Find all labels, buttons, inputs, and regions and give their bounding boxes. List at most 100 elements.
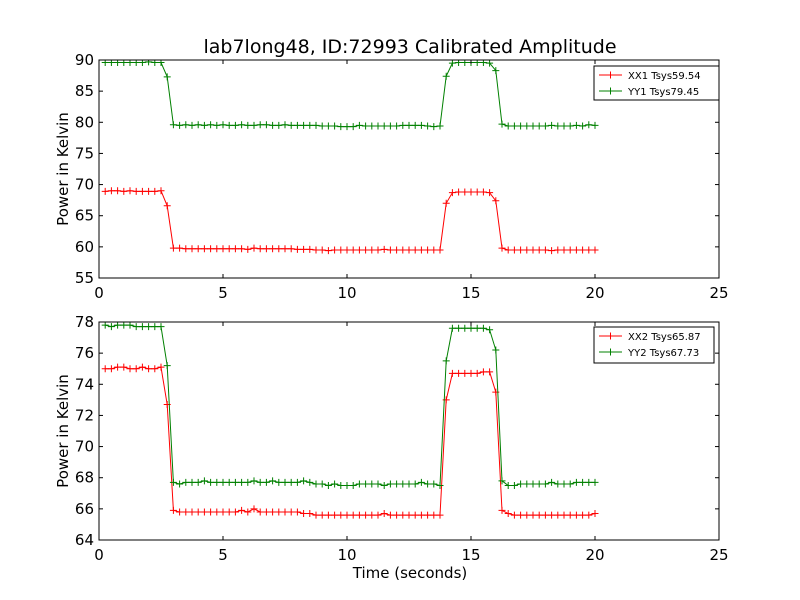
legend: XX2 Tsys65.87 YY2 Tsys67.73: [593, 326, 715, 364]
data-point-marker: [132, 365, 140, 373]
data-point-marker: [306, 478, 314, 486]
data-point-marker: [337, 123, 345, 131]
data-point-marker: [169, 506, 177, 514]
data-point-marker: [380, 510, 388, 518]
data-point-marker: [281, 245, 289, 253]
data-point-marker: [225, 245, 233, 253]
data-point-marker: [138, 187, 146, 195]
legend-swatch-marker: [607, 332, 614, 340]
data-point-marker: [566, 480, 574, 488]
data-point-marker: [349, 123, 357, 131]
data-point-marker: [579, 511, 587, 519]
data-point-marker: [107, 187, 115, 195]
data-point-marker: [176, 480, 184, 488]
data-point-marker: [498, 477, 506, 485]
data-point-marker: [126, 187, 134, 195]
y-tick-label: 60: [75, 238, 94, 256]
data-point-marker: [107, 323, 115, 331]
data-point-marker: [114, 187, 122, 195]
data-point-marker: [244, 121, 252, 129]
x-tick-label: 5: [218, 546, 228, 564]
data-point-marker: [281, 121, 289, 129]
data-point-marker: [324, 122, 332, 130]
data-point-marker: [523, 480, 531, 488]
data-point-marker: [455, 324, 463, 332]
y-tick-label: 75: [75, 144, 94, 162]
y-tick-label: 64: [75, 531, 94, 549]
data-point-marker: [430, 123, 438, 131]
data-point-marker: [554, 480, 562, 488]
data-point-marker: [182, 245, 190, 253]
y-tick-label: 85: [75, 82, 94, 100]
data-point-marker: [486, 326, 494, 334]
data-point-marker: [424, 511, 432, 519]
data-point-marker: [535, 480, 543, 488]
data-point-marker: [244, 508, 252, 516]
data-point-marker: [368, 511, 376, 519]
data-point-marker: [225, 121, 233, 129]
x-tick-label: 15: [461, 546, 480, 564]
data-point-marker: [300, 510, 308, 518]
data-point-marker: [467, 369, 475, 377]
data-point-marker: [517, 480, 525, 488]
data-point-marker: [269, 477, 277, 485]
data-point-marker: [151, 323, 159, 331]
data-point-marker: [312, 511, 320, 519]
data-point-marker: [157, 363, 165, 371]
data-point-marker: [579, 246, 587, 254]
data-point-marker: [467, 188, 475, 196]
legend-swatch-marker: [607, 87, 614, 95]
data-point-marker: [262, 508, 270, 516]
series-group: [101, 322, 599, 519]
data-point-marker: [169, 478, 177, 486]
data-point-marker: [461, 369, 469, 377]
data-point-marker: [442, 199, 450, 207]
data-point-marker: [101, 187, 109, 195]
data-point-marker: [411, 480, 419, 488]
data-point-marker: [126, 322, 134, 329]
legend-swatch-marker: [607, 71, 614, 79]
data-point-marker: [343, 123, 351, 131]
data-point-marker: [486, 60, 494, 67]
y-tick-label: 80: [75, 113, 94, 131]
data-point-marker: [535, 511, 543, 519]
data-point-marker: [194, 121, 202, 129]
data-point-marker: [188, 508, 196, 516]
data-point-marker: [399, 511, 407, 519]
x-tick-label: 0: [94, 284, 104, 302]
data-point-marker: [504, 482, 512, 489]
data-point-marker: [461, 188, 469, 196]
data-point-marker: [244, 478, 252, 486]
data-point-marker: [225, 478, 233, 486]
data-point-marker: [194, 508, 202, 516]
data-point-marker: [455, 369, 463, 377]
data-point-marker: [213, 121, 221, 129]
data-point-marker: [120, 363, 128, 371]
data-point-marker: [504, 510, 512, 518]
data-point-marker: [424, 480, 432, 488]
data-point-marker: [411, 121, 419, 129]
y-axis-label: Power in Kelvin: [54, 374, 72, 488]
data-point-marker: [256, 508, 264, 516]
data-point-marker: [200, 477, 208, 485]
data-point-marker: [535, 122, 543, 130]
data-point-marker: [473, 369, 481, 377]
data-point-marker: [548, 121, 556, 129]
data-point-marker: [244, 245, 252, 253]
data-point-marker: [318, 122, 326, 130]
data-point-marker: [151, 365, 159, 373]
data-point-marker: [176, 244, 184, 252]
data-point-marker: [380, 122, 388, 130]
data-point-marker: [219, 508, 227, 516]
data-point-marker: [145, 60, 153, 66]
data-point-marker: [169, 121, 177, 129]
data-point-marker: [300, 121, 308, 129]
x-tick-label: 5: [218, 284, 228, 302]
data-point-marker: [238, 245, 246, 253]
data-point-marker: [560, 480, 568, 488]
data-point-marker: [362, 480, 370, 488]
data-point-marker: [287, 508, 295, 516]
data-point-marker: [200, 121, 208, 129]
data-point-marker: [517, 122, 525, 130]
data-point-marker: [479, 324, 487, 332]
